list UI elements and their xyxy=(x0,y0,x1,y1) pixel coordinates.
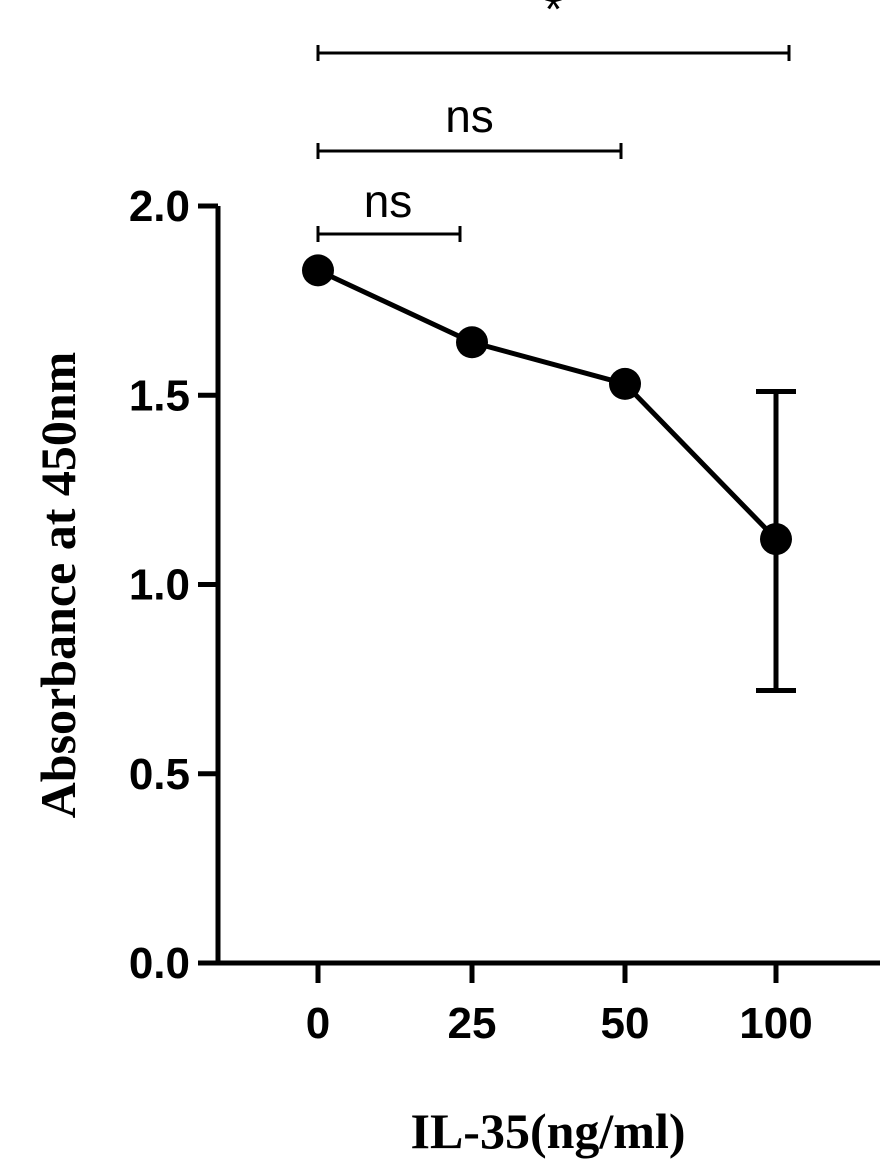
y-tick-label: 1.5 xyxy=(129,371,190,420)
y-tick-label: 2.0 xyxy=(129,182,190,231)
y-tick-label: 0.0 xyxy=(129,939,190,988)
y-tick-label: 0.5 xyxy=(129,750,190,799)
data-point xyxy=(302,254,334,287)
series-line xyxy=(316,268,778,541)
x-tick-label: 50 xyxy=(601,999,650,1048)
data-series xyxy=(302,254,796,693)
x-tick-label: 100 xyxy=(739,999,812,1048)
significance-label: ns xyxy=(364,175,413,227)
y-axis-title: Absorbance at 450nm xyxy=(30,352,86,819)
x-axis-title: IL-35(ng/ml) xyxy=(411,1103,686,1159)
y-tick-label: 1.0 xyxy=(129,561,190,610)
significance-label: ns xyxy=(445,90,494,142)
x-tick-label: 0 xyxy=(306,999,330,1048)
x-tick-label: 25 xyxy=(448,999,497,1048)
data-point xyxy=(760,523,792,556)
data-point xyxy=(609,367,641,400)
data-point xyxy=(456,326,488,359)
significance-label: * xyxy=(545,0,563,35)
axes: 0.0 0.5 1.0 1.5 2.0 0 25 50 100 xyxy=(129,182,880,1048)
